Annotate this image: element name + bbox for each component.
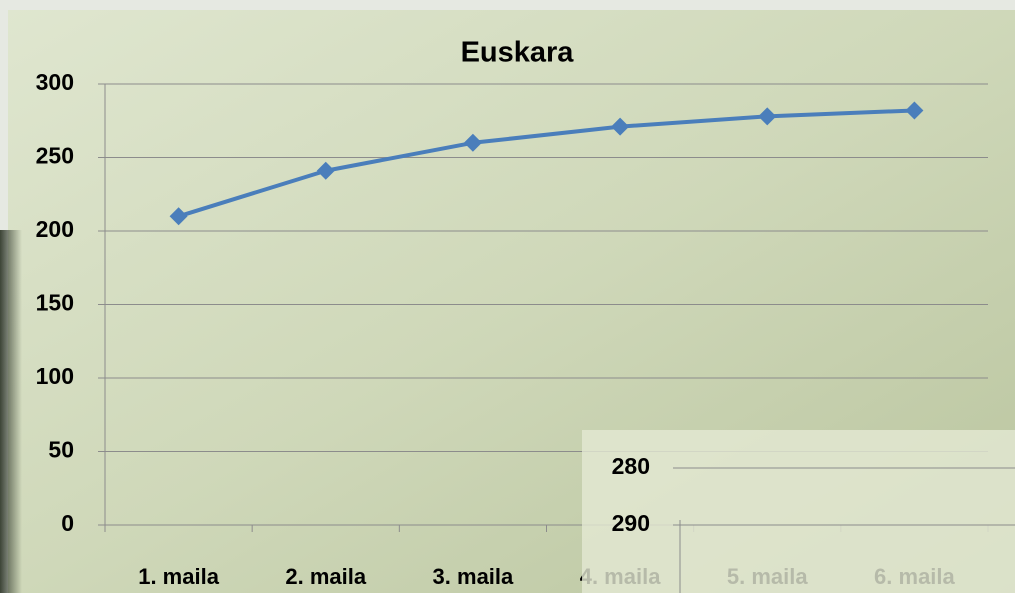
x-tick-label: 1. maila [138, 564, 219, 589]
y-tick-label: 150 [36, 290, 74, 316]
overlay-chart: 280 290 [582, 430, 1015, 593]
y-tick-label: 50 [48, 437, 74, 463]
slide: Euskara 0 50 100 150 200 250 300 1. maila 2. mai… [0, 0, 1015, 593]
y-tick-label: 200 [36, 216, 74, 242]
y-tick-label: 250 [36, 143, 74, 169]
x-tick-label: 2. maila [285, 564, 366, 589]
y-tick-label: 300 [36, 69, 74, 95]
y-tick-label: 280 [612, 453, 650, 479]
y-tick-label: 290 [612, 510, 650, 536]
chart-title: Euskara [461, 37, 575, 69]
x-tick-label: 3. maila [433, 564, 514, 589]
y-tick-label: 100 [36, 363, 74, 389]
photo-edge [0, 230, 22, 593]
y-tick-label: 0 [61, 510, 74, 536]
